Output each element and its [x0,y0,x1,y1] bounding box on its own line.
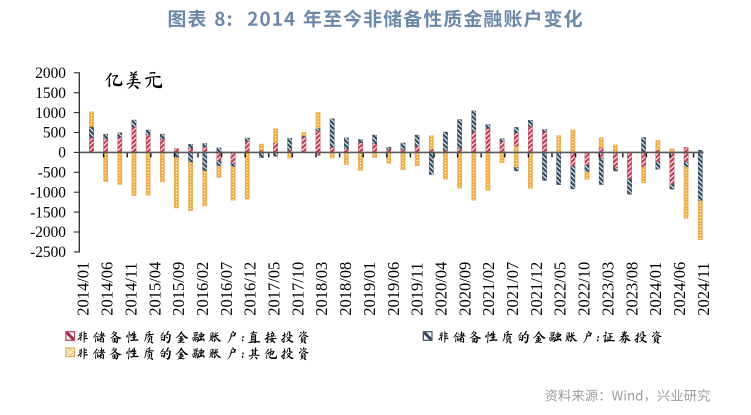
svg-text:2024/11: 2024/11 [694,262,713,315]
svg-text:2000: 2000 [35,65,66,82]
svg-text:-1500: -1500 [30,204,66,221]
svg-text:2015/09: 2015/09 [169,262,188,316]
svg-text:500: 500 [43,125,66,142]
svg-text:2017/10: 2017/10 [288,262,307,316]
svg-text:2022/05: 2022/05 [551,262,570,316]
svg-text:-2500: -2500 [30,244,66,261]
svg-text:2018/03: 2018/03 [312,262,331,316]
svg-text:2015/04: 2015/04 [145,262,164,316]
svg-text:1000: 1000 [35,105,66,122]
svg-text:2019/01: 2019/01 [360,262,379,316]
svg-text:2019/06: 2019/06 [384,262,403,316]
svg-text:2024/06: 2024/06 [670,262,689,316]
svg-text:2022/10: 2022/10 [575,262,594,316]
svg-text:2019/11: 2019/11 [408,262,427,315]
svg-text:2016/12: 2016/12 [241,262,260,316]
svg-text:2014/01: 2014/01 [74,262,93,316]
svg-text:2021/07: 2021/07 [503,262,522,316]
svg-text:2020/04: 2020/04 [431,262,450,316]
svg-text:2016/02: 2016/02 [193,262,212,316]
svg-text:2024/01: 2024/01 [646,262,665,316]
svg-text:2021/02: 2021/02 [479,262,498,316]
svg-text:-2000: -2000 [30,224,66,241]
svg-text:-1000: -1000 [30,184,66,201]
svg-text:2021/12: 2021/12 [527,262,546,316]
svg-text:2017/05: 2017/05 [265,262,284,316]
svg-text:1500: 1500 [35,85,66,102]
svg-text:2023/03: 2023/03 [598,262,617,316]
svg-text:2020/09: 2020/09 [455,262,474,316]
svg-text:2023/08: 2023/08 [622,262,641,316]
svg-text:2014/06: 2014/06 [98,262,117,316]
svg-text:2014/11: 2014/11 [121,262,140,315]
svg-text:-500: -500 [38,165,67,182]
svg-text:0: 0 [58,145,66,162]
svg-text:2016/07: 2016/07 [217,262,236,316]
svg-text:2018/08: 2018/08 [336,262,355,316]
